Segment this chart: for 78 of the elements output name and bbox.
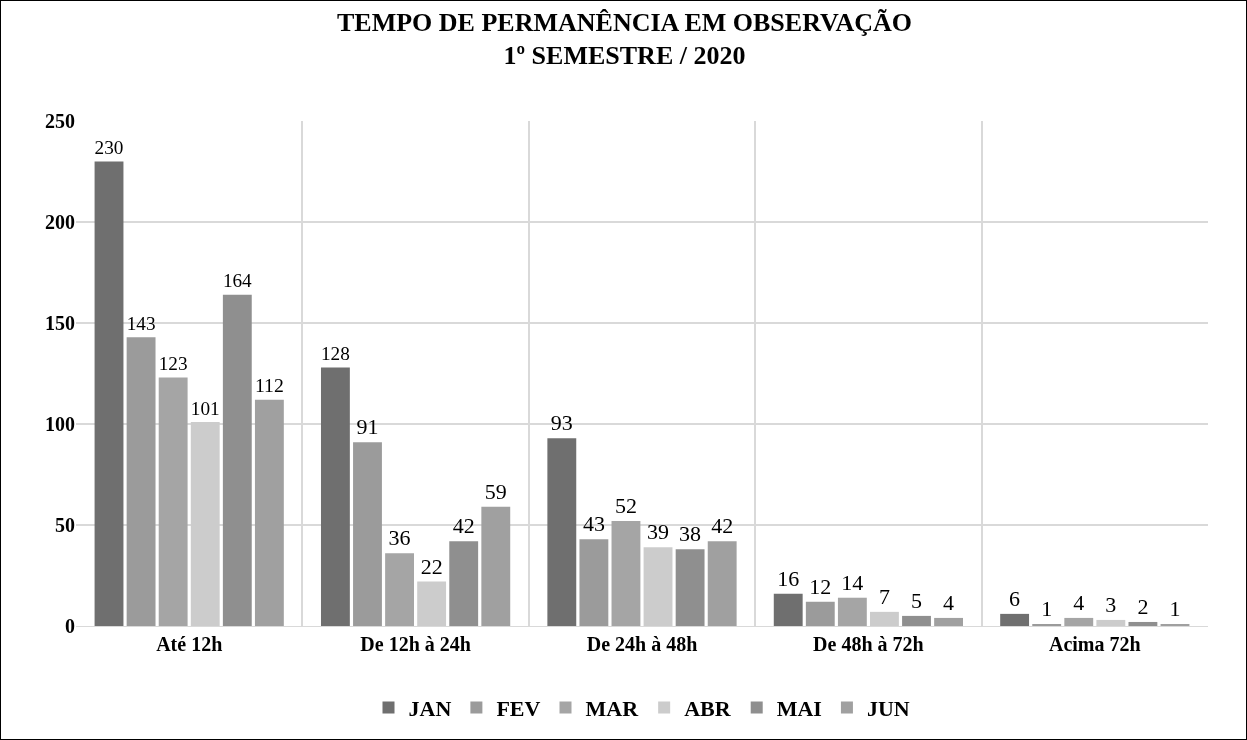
data-label: 7 bbox=[878, 583, 890, 609]
x-tick-label: De 24h à 48h bbox=[586, 633, 698, 655]
bar bbox=[94, 161, 124, 626]
bar bbox=[1096, 619, 1126, 626]
data-label: 12 bbox=[809, 573, 832, 599]
y-tick-label: 0 bbox=[65, 615, 75, 637]
bar bbox=[417, 581, 447, 626]
data-label: 230 bbox=[94, 137, 124, 159]
data-label: 4 bbox=[943, 589, 955, 615]
data-label: 5 bbox=[911, 587, 923, 613]
data-label: 52 bbox=[614, 492, 637, 518]
y-tick-label: 50 bbox=[55, 514, 75, 536]
bar bbox=[1032, 623, 1062, 626]
bar bbox=[805, 601, 835, 626]
x-tick-label: Até 12h bbox=[156, 633, 223, 655]
legend-label: JAN bbox=[408, 695, 452, 721]
data-label: 93 bbox=[550, 410, 573, 436]
legend-label: ABR bbox=[684, 695, 732, 721]
data-label: 143 bbox=[126, 312, 156, 334]
bar bbox=[158, 377, 188, 626]
bar bbox=[643, 547, 673, 626]
bar bbox=[385, 553, 414, 626]
data-label: 3 bbox=[1105, 591, 1117, 617]
bar bbox=[579, 539, 609, 626]
bar bbox=[449, 541, 479, 626]
chart-title: TEMPO DE PERMANÊNCIA EM OBSERVAÇÃO 1º SEMESTRE / 2020 bbox=[337, 7, 912, 71]
bar bbox=[870, 611, 899, 626]
data-label: 42 bbox=[711, 513, 734, 539]
bar bbox=[353, 442, 382, 626]
y-tick-label: 250 bbox=[45, 110, 75, 132]
y-tick-label: 150 bbox=[45, 312, 75, 334]
bar bbox=[837, 597, 867, 626]
data-label: 101 bbox=[190, 397, 220, 419]
bar bbox=[547, 438, 577, 626]
bar bbox=[190, 421, 220, 626]
data-label: 16 bbox=[777, 565, 800, 591]
data-label: 38 bbox=[679, 521, 702, 547]
data-label: 164 bbox=[222, 270, 253, 292]
bar bbox=[707, 541, 737, 626]
bar bbox=[320, 367, 350, 626]
bar bbox=[1064, 617, 1094, 626]
data-label: 1 bbox=[1169, 595, 1181, 621]
legend-label: FEV bbox=[496, 695, 541, 721]
bar bbox=[254, 399, 284, 626]
y-tick-label: 100 bbox=[45, 413, 75, 435]
data-label: 112 bbox=[254, 374, 284, 397]
x-tick-label: De 12h à 24h bbox=[360, 633, 471, 655]
bar bbox=[902, 615, 931, 626]
bar bbox=[934, 617, 964, 626]
bar bbox=[1000, 613, 1030, 626]
legend-label: JUN bbox=[866, 695, 910, 721]
data-label: 2 bbox=[1137, 593, 1149, 619]
data-label: 36 bbox=[388, 525, 411, 551]
bar bbox=[611, 520, 641, 626]
data-label: 22 bbox=[420, 553, 443, 579]
data-label: 42 bbox=[452, 513, 475, 539]
bar bbox=[675, 549, 705, 626]
x-tick-label: Acima 72h bbox=[1048, 633, 1141, 655]
legend-label: MAR bbox=[585, 695, 640, 721]
x-tick-label: De 48h à 72h bbox=[813, 633, 924, 655]
bar bbox=[773, 593, 803, 626]
data-label: 1 bbox=[1041, 595, 1053, 621]
y-tick-label: 200 bbox=[45, 211, 75, 233]
data-label: 91 bbox=[356, 414, 379, 440]
bar bbox=[481, 506, 511, 626]
bar bbox=[222, 294, 252, 626]
legend-label: MAI bbox=[776, 695, 822, 721]
data-label: 39 bbox=[647, 519, 670, 545]
data-label: 43 bbox=[582, 511, 605, 537]
data-label: 4 bbox=[1073, 589, 1085, 615]
data-label: 123 bbox=[158, 353, 188, 375]
bar bbox=[1160, 623, 1190, 626]
bar bbox=[126, 337, 156, 626]
data-label: 6 bbox=[1009, 585, 1021, 611]
data-label: 14 bbox=[841, 569, 864, 595]
data-label: 128 bbox=[320, 343, 350, 365]
data-label: 59 bbox=[484, 478, 507, 504]
bar bbox=[1128, 621, 1158, 626]
